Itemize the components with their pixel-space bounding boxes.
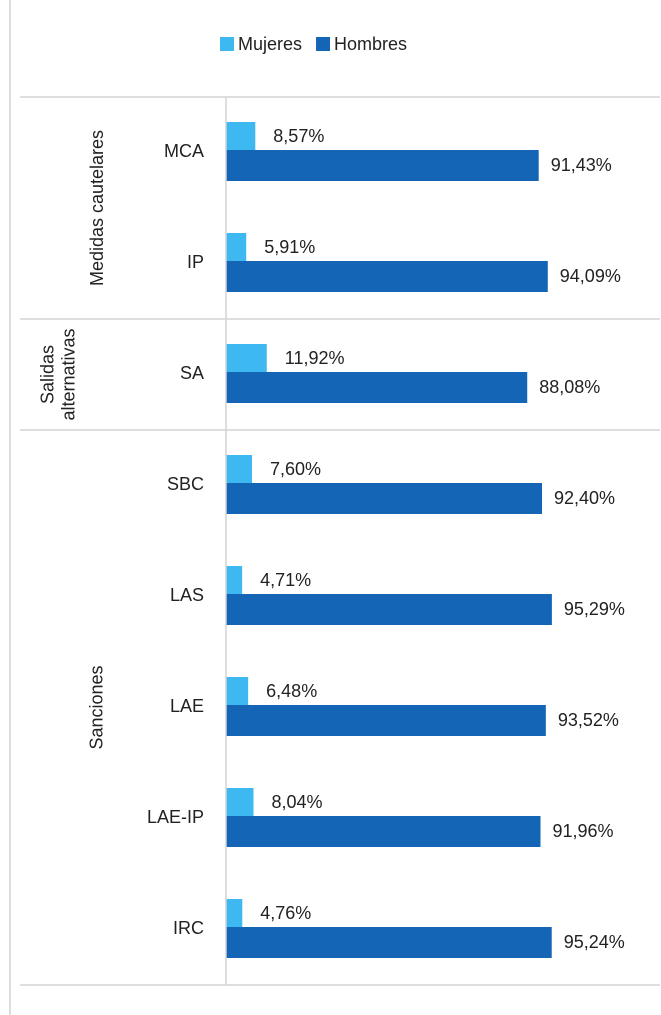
bar xyxy=(226,899,243,927)
bar xyxy=(226,677,249,705)
bar xyxy=(226,788,254,816)
group-label: Medidas cautelares xyxy=(86,129,107,287)
category-label: LAE xyxy=(170,696,204,716)
value-label: 7,60% xyxy=(270,459,321,479)
bar xyxy=(226,455,252,483)
bar xyxy=(226,233,247,261)
bar xyxy=(226,927,552,958)
legend-swatch xyxy=(220,37,234,51)
category-label: LAS xyxy=(170,585,204,605)
bar xyxy=(226,594,552,625)
legend-label: Hombres xyxy=(334,34,407,54)
legend-label: Mujeres xyxy=(238,34,302,54)
group-label: Salidas alternativas xyxy=(37,328,78,421)
bar xyxy=(226,261,548,292)
category-label: IP xyxy=(187,252,204,272)
bar xyxy=(226,150,539,181)
category-label: SA xyxy=(180,363,204,383)
value-label: 91,43% xyxy=(551,155,612,175)
value-label: 88,08% xyxy=(539,377,600,397)
bar xyxy=(226,344,267,372)
value-label: 93,52% xyxy=(558,710,619,730)
value-label: 95,24% xyxy=(564,932,625,952)
category-label: SBC xyxy=(167,474,204,494)
category-label: MCA xyxy=(164,141,204,161)
value-label: 94,09% xyxy=(560,266,621,286)
chart-border xyxy=(9,0,11,1015)
category-label: LAE-IP xyxy=(147,807,204,827)
value-label: 8,04% xyxy=(271,792,322,812)
group-label-box: Sanciones xyxy=(86,665,107,750)
value-label: 92,40% xyxy=(554,488,615,508)
group-label: Sanciones xyxy=(86,665,107,750)
value-label: 91,96% xyxy=(553,821,614,841)
group-label-box: Medidas cautelares xyxy=(86,129,107,287)
bar xyxy=(226,122,256,150)
bar xyxy=(226,705,546,736)
value-label: 6,48% xyxy=(266,681,317,701)
group-label-box: Salidas alternativas xyxy=(37,328,78,421)
value-label: 11,92% xyxy=(285,348,345,368)
value-label: 95,29% xyxy=(564,599,625,619)
value-label: 4,71% xyxy=(260,570,311,590)
bar xyxy=(226,816,541,847)
bar xyxy=(226,372,528,403)
value-label: 8,57% xyxy=(273,126,324,146)
legend-swatch xyxy=(316,37,331,51)
value-label: 4,76% xyxy=(260,903,311,923)
bar xyxy=(226,566,243,594)
bar xyxy=(226,483,543,514)
category-label: IRC xyxy=(173,918,204,938)
value-label: 5,91% xyxy=(264,237,315,257)
